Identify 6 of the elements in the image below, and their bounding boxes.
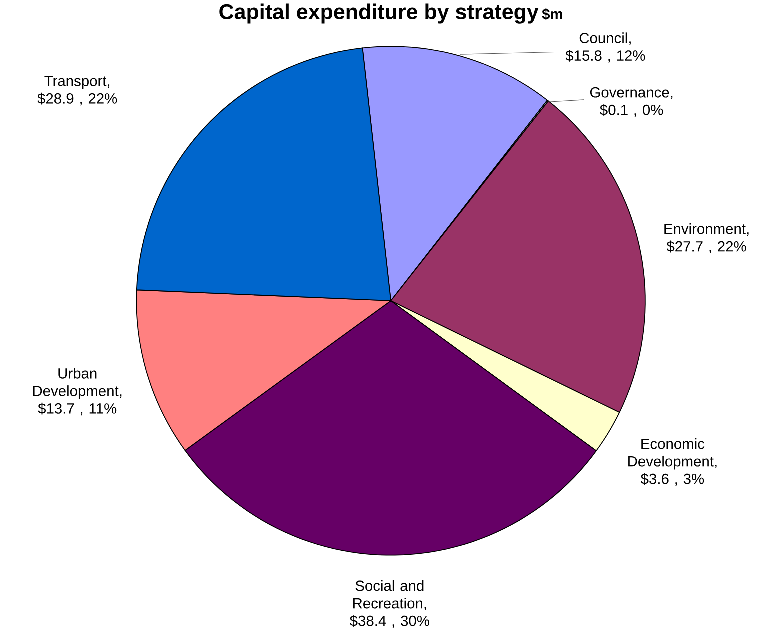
chart-title: Capital expenditure by strategy bbox=[220, 4, 539, 24]
slice-label: Environment bbox=[664, 224, 746, 234]
chart-subtitle: $m bbox=[542, 8, 562, 21]
slice-label: Social and Recreation bbox=[354, 580, 424, 609]
slice-label: Governance bbox=[590, 87, 670, 98]
slice-label: Council bbox=[580, 32, 628, 44]
